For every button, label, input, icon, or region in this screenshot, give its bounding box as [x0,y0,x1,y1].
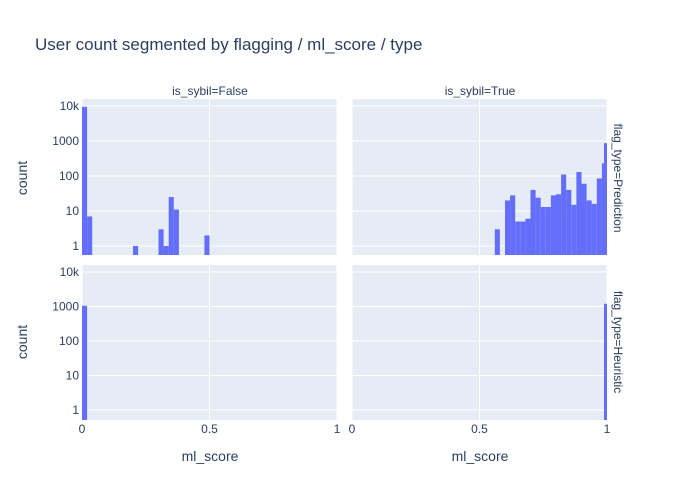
x-tick-label: 0 [79,422,86,436]
histogram-bar [604,143,607,255]
histogram-bar [520,221,526,255]
histogram-bar [87,216,93,255]
y-tick-label: 10k [60,99,80,113]
histogram-bar [530,189,536,255]
histogram-bar [510,195,516,255]
histogram-bar [494,229,500,255]
facet-panel: 1 10 100 1000 10k 0 0.5 1 [52,265,341,436]
histogram-bar [556,194,562,255]
facet-panel: 0 0.5 1 [349,265,611,436]
y-tick-label: 1 [72,403,79,417]
x-tick-label: 0.5 [471,422,488,436]
histogram-bar [571,204,577,255]
histogram-bar [168,197,174,255]
histogram-bar [82,106,88,256]
y-tick-label: 1 [72,239,79,253]
histogram-bar [173,209,179,255]
histogram-bar [604,303,607,420]
histogram-bar [566,189,572,255]
histogram-bar [82,305,88,420]
y-tick-label: 1000 [52,134,79,148]
x-tick-label: 1 [334,422,341,436]
y-tick-label: 10 [66,369,80,383]
y-tick-label: 100 [59,169,79,183]
y-tick-label: 10k [60,265,80,279]
row-label-bottom: flag_type=Heuristic [611,291,625,393]
histogram-bar [586,200,592,255]
histogram-bar [545,207,551,255]
histogram-bar [133,246,139,255]
histogram-bar [550,195,556,255]
histogram-bar [591,203,597,255]
histogram-bar [576,172,582,255]
x-tick-label: 0.5 [201,422,218,436]
histogram-bar [561,174,567,255]
histogram-bar [540,207,546,255]
histogram-bar [596,178,602,255]
column-label-right: is_sybil=True [445,84,516,98]
histogram-bar [204,235,210,255]
facet-panel [351,99,608,255]
y-tick-label: 100 [59,334,79,348]
chart-title: User count segmented by flagging / ml_sc… [35,35,422,54]
x-tick-label: 0 [349,422,356,436]
x-axis-title-right: ml_score [452,448,509,464]
histogram-bar [505,200,511,255]
histogram-bar [525,218,531,255]
facet-panel: 1 10 100 1000 10k [52,99,338,256]
x-axis-title-left: ml_score [182,448,239,464]
y-axis-title-top: count [14,161,30,195]
column-label-left: is_sybil=False [172,84,248,98]
histogram-bar [515,221,521,255]
x-tick-label: 1 [604,422,611,436]
histogram-bar [535,197,541,255]
y-tick-label: 10 [66,204,80,218]
histogram-bar [158,229,164,255]
y-axis-title-bottom: count [14,325,30,359]
histogram-bar [581,183,587,255]
histogram-bar [163,246,169,255]
y-tick-label: 1000 [52,300,79,314]
row-label-top: flag_type=Prediction [611,123,625,232]
